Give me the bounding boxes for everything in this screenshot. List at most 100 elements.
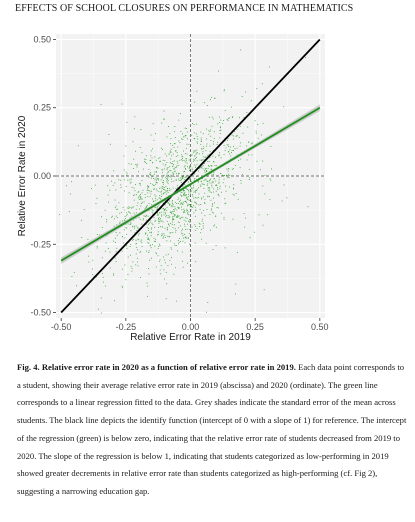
- data-point: [219, 116, 220, 118]
- data-point: [153, 173, 155, 175]
- data-point: [176, 209, 178, 211]
- data-point: [202, 146, 204, 148]
- data-point: [262, 224, 264, 226]
- data-point: [134, 225, 136, 227]
- data-point: [162, 188, 164, 189]
- data-point: [199, 184, 201, 186]
- data-point: [166, 136, 168, 138]
- data-point: [180, 159, 182, 160]
- data-point: [208, 166, 210, 167]
- data-point: [191, 207, 193, 208]
- data-point: [157, 234, 158, 236]
- data-point: [149, 219, 151, 221]
- data-point: [209, 131, 211, 132]
- data-point: [239, 145, 241, 147]
- data-point: [170, 189, 172, 191]
- data-point: [155, 183, 157, 185]
- data-point: [129, 207, 131, 209]
- data-point: [189, 165, 191, 167]
- data-point: [215, 165, 217, 167]
- data-point: [204, 170, 206, 172]
- data-point: [207, 195, 209, 197]
- data-point: [175, 179, 177, 181]
- data-point: [193, 205, 194, 207]
- data-point: [201, 159, 203, 161]
- data-point: [158, 218, 159, 219]
- data-point: [202, 165, 204, 166]
- data-point: [175, 267, 176, 269]
- data-point: [217, 188, 219, 190]
- data-point: [152, 200, 154, 202]
- data-point: [222, 123, 224, 125]
- data-point: [162, 234, 164, 236]
- data-point: [113, 300, 115, 302]
- data-point: [253, 231, 255, 233]
- data-point: [208, 196, 210, 197]
- data-point: [196, 133, 197, 135]
- data-point: [194, 215, 196, 217]
- data-point: [138, 191, 140, 193]
- data-point: [134, 190, 136, 192]
- data-point: [227, 118, 229, 119]
- data-point: [125, 218, 126, 219]
- data-point: [182, 233, 184, 235]
- data-point: [219, 127, 221, 129]
- data-point: [215, 190, 217, 192]
- data-point: [196, 152, 198, 154]
- data-point: [106, 221, 107, 223]
- data-point: [158, 243, 160, 245]
- data-point: [190, 204, 192, 206]
- data-point: [166, 190, 168, 192]
- data-point: [205, 179, 207, 181]
- data-point: [156, 179, 158, 181]
- data-point: [262, 185, 264, 187]
- y-tick-label: 0.00: [33, 171, 51, 181]
- data-point: [189, 170, 191, 172]
- data-point: [133, 187, 135, 189]
- data-point: [131, 267, 133, 269]
- data-point: [151, 222, 153, 224]
- data-point: [174, 168, 175, 170]
- data-point: [81, 237, 83, 238]
- data-point: [236, 135, 238, 136]
- data-point: [233, 187, 234, 189]
- data-point: [181, 160, 183, 162]
- data-point: [237, 251, 238, 253]
- data-point: [109, 143, 111, 145]
- data-point: [188, 191, 190, 193]
- data-point: [186, 196, 188, 198]
- data-point: [133, 168, 134, 169]
- data-point: [116, 208, 118, 210]
- data-point: [161, 220, 163, 222]
- data-point: [155, 238, 157, 240]
- data-point: [182, 185, 184, 187]
- data-point: [122, 242, 124, 244]
- data-point: [177, 154, 179, 156]
- data-point: [267, 214, 269, 216]
- data-point: [137, 261, 139, 263]
- data-point: [181, 216, 183, 218]
- data-point: [245, 217, 247, 219]
- data-point: [166, 229, 168, 231]
- data-point: [218, 181, 220, 183]
- data-point: [201, 166, 203, 167]
- data-point: [229, 146, 231, 148]
- data-point: [240, 142, 241, 144]
- data-point: [188, 167, 190, 169]
- data-point: [187, 210, 188, 211]
- data-point: [92, 259, 94, 261]
- data-point: [165, 262, 166, 264]
- data-point: [157, 167, 159, 169]
- data-point: [269, 178, 271, 180]
- data-point: [173, 174, 174, 176]
- data-point: [118, 202, 120, 204]
- data-point: [145, 155, 147, 157]
- data-point: [208, 133, 210, 135]
- data-point: [138, 199, 140, 200]
- data-point: [154, 206, 156, 208]
- data-point: [224, 175, 225, 177]
- data-point: [150, 244, 151, 246]
- data-point: [136, 230, 138, 231]
- data-point: [166, 162, 168, 163]
- data-point: [171, 224, 173, 226]
